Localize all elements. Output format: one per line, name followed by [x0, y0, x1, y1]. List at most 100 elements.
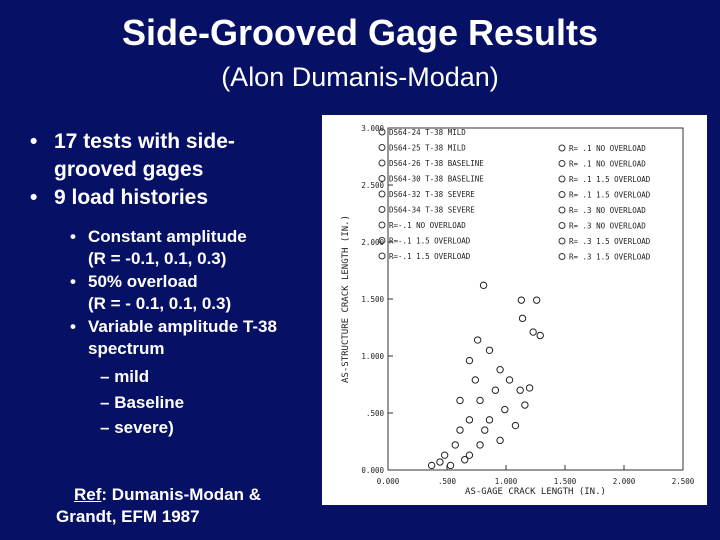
- data-point: [476, 396, 484, 405]
- data-point: [456, 426, 464, 434]
- bullet: • 50% overload (R = - 0.1, 0.1, 0.3): [70, 271, 231, 315]
- data-point: [473, 336, 482, 344]
- x-tick-label: 1.000: [495, 477, 518, 486]
- x-tick-label: 1.500: [554, 477, 577, 486]
- bullet-text: Constant amplitude: [88, 227, 247, 246]
- legend-symbol: [558, 144, 566, 152]
- ref-text: Grandt, EFM 1987: [56, 507, 200, 526]
- legend-entry: DS64-26 T-38 BASELINE: [389, 159, 484, 168]
- data-point: [505, 376, 514, 384]
- data-point: [440, 451, 449, 459]
- legend-entry: R= .3 NO OVERLOAD: [569, 206, 646, 215]
- data-point: [479, 281, 488, 290]
- data-point: [496, 365, 504, 374]
- data-point: [427, 461, 436, 470]
- legend-symbol: [558, 160, 566, 167]
- data-point: [436, 458, 444, 466]
- bullet-text: 17 tests with side-: [54, 130, 235, 153]
- bullet-marker: •: [70, 317, 76, 336]
- legend-symbol: [378, 175, 386, 182]
- x-tick-label: 2.000: [613, 477, 636, 486]
- y-tick-label: .500: [366, 409, 385, 418]
- legend-symbol: [378, 221, 386, 229]
- legend-symbol: [378, 190, 386, 198]
- data-point: [461, 456, 469, 464]
- bullet-text: 50% overload: [88, 272, 198, 291]
- legend-entry: R=-.1 NO OVERLOAD: [389, 221, 466, 230]
- legend-entry: R= .1 1.5 OVERLOAD: [569, 191, 651, 200]
- legend-symbol: [558, 253, 566, 260]
- legend-entry: R= .3 NO OVERLOAD: [569, 222, 646, 231]
- legend-symbol: [558, 191, 566, 198]
- bullet: • Variable amplitude T-38 spectrum: [70, 316, 277, 360]
- legend-entry: R= .3 1.5 OVERLOAD: [569, 237, 651, 246]
- data-point: [465, 451, 474, 459]
- dash-marker: –: [100, 367, 115, 386]
- dash-text: mild: [114, 367, 150, 386]
- bullet-text: spectrum: [88, 339, 165, 358]
- y-tick-label: 2.000: [361, 238, 384, 247]
- dash-item: – Baseline: [100, 392, 184, 414]
- data-point: [525, 384, 534, 392]
- legend-entry: R=-.1 1.5 OVERLOAD: [389, 237, 471, 246]
- legend-symbol: [558, 175, 566, 183]
- data-point: [476, 441, 484, 449]
- reference: Ref: Dumanis-Modan & Grandt, EFM 1987: [56, 484, 261, 528]
- legend-symbol: [378, 252, 386, 260]
- y-tick-label: 0.000: [361, 466, 384, 475]
- legend-entry: R= .1 NO OVERLOAD: [569, 144, 646, 153]
- data-point: [471, 376, 480, 384]
- bullet: • 17 tests with side-grooved gages: [30, 128, 235, 184]
- chart: 0.000 .500 1.000 1.500 2.000 2.500 0.000 .500 1.…: [341, 124, 695, 497]
- x-tick-label: 0.000: [377, 477, 400, 486]
- legend-symbol: [558, 206, 566, 214]
- legend-symbol: [378, 144, 386, 151]
- data-point: [511, 421, 520, 430]
- ref-label: Ref: [74, 485, 102, 504]
- slide-subtitle: (Alon Dumanis-Modan): [221, 62, 499, 92]
- bullet-marker: •: [30, 186, 38, 209]
- data-point: [501, 405, 509, 414]
- data-point: [496, 436, 504, 445]
- data-point: [536, 331, 544, 340]
- data-point: [516, 386, 524, 394]
- bullet-text: grooved gages: [54, 158, 204, 181]
- legend-symbol: [378, 159, 386, 167]
- dash-marker: –: [100, 392, 115, 412]
- data-point: [491, 386, 500, 394]
- chart-panel: 0.000 .500 1.000 1.500 2.000 2.500 0.000 .500 1.…: [322, 115, 707, 505]
- data-point: [485, 346, 494, 355]
- data-point: [517, 296, 526, 304]
- data-point: [446, 461, 455, 470]
- legend-entry: DS64-30 T-38 BASELINE: [389, 175, 484, 184]
- data-point: [532, 296, 541, 304]
- x-tick-label: 2.500: [672, 477, 695, 486]
- legend-symbol: [558, 222, 566, 229]
- bullet-text: Variable amplitude T-38: [88, 317, 277, 336]
- data-point: [521, 401, 529, 409]
- data-point: [456, 396, 464, 405]
- bullet: • 9 load histories: [30, 184, 208, 212]
- y-tick-label: 1.000: [361, 352, 384, 361]
- legend-symbol: [378, 128, 386, 136]
- dash-marker: –: [100, 418, 115, 437]
- bullet-marker: •: [70, 227, 76, 246]
- ref-text: : Dumanis-Modan &: [101, 485, 262, 504]
- bullet-text: (R = - 0.1, 0.1, 0.3): [88, 294, 232, 313]
- dash-text: Baseline: [114, 392, 185, 412]
- x-axis-label: AS-GAGE CRACK LENGTH (IN.): [465, 487, 606, 497]
- y-tick-label: 2.500: [361, 181, 384, 190]
- dash-text: severe): [114, 418, 174, 437]
- bullet-marker: •: [70, 272, 76, 291]
- y-tick-label: 1.500: [361, 295, 384, 304]
- data-point: [485, 416, 494, 424]
- x-tick-label: .500: [438, 477, 457, 486]
- bullet-text: 9 load histories: [54, 186, 209, 209]
- data-point: [518, 314, 527, 323]
- data-point: [481, 426, 489, 434]
- bullet-marker: •: [30, 130, 38, 153]
- legend-entry: DS64-25 T-38 MILD: [389, 144, 466, 153]
- dash-item: – mild: [100, 366, 149, 388]
- legend-entry: DS64-34 T-38 SEVERE: [389, 206, 475, 215]
- bullet: • Constant amplitude (R = -0.1, 0.1, 0.3): [70, 226, 247, 270]
